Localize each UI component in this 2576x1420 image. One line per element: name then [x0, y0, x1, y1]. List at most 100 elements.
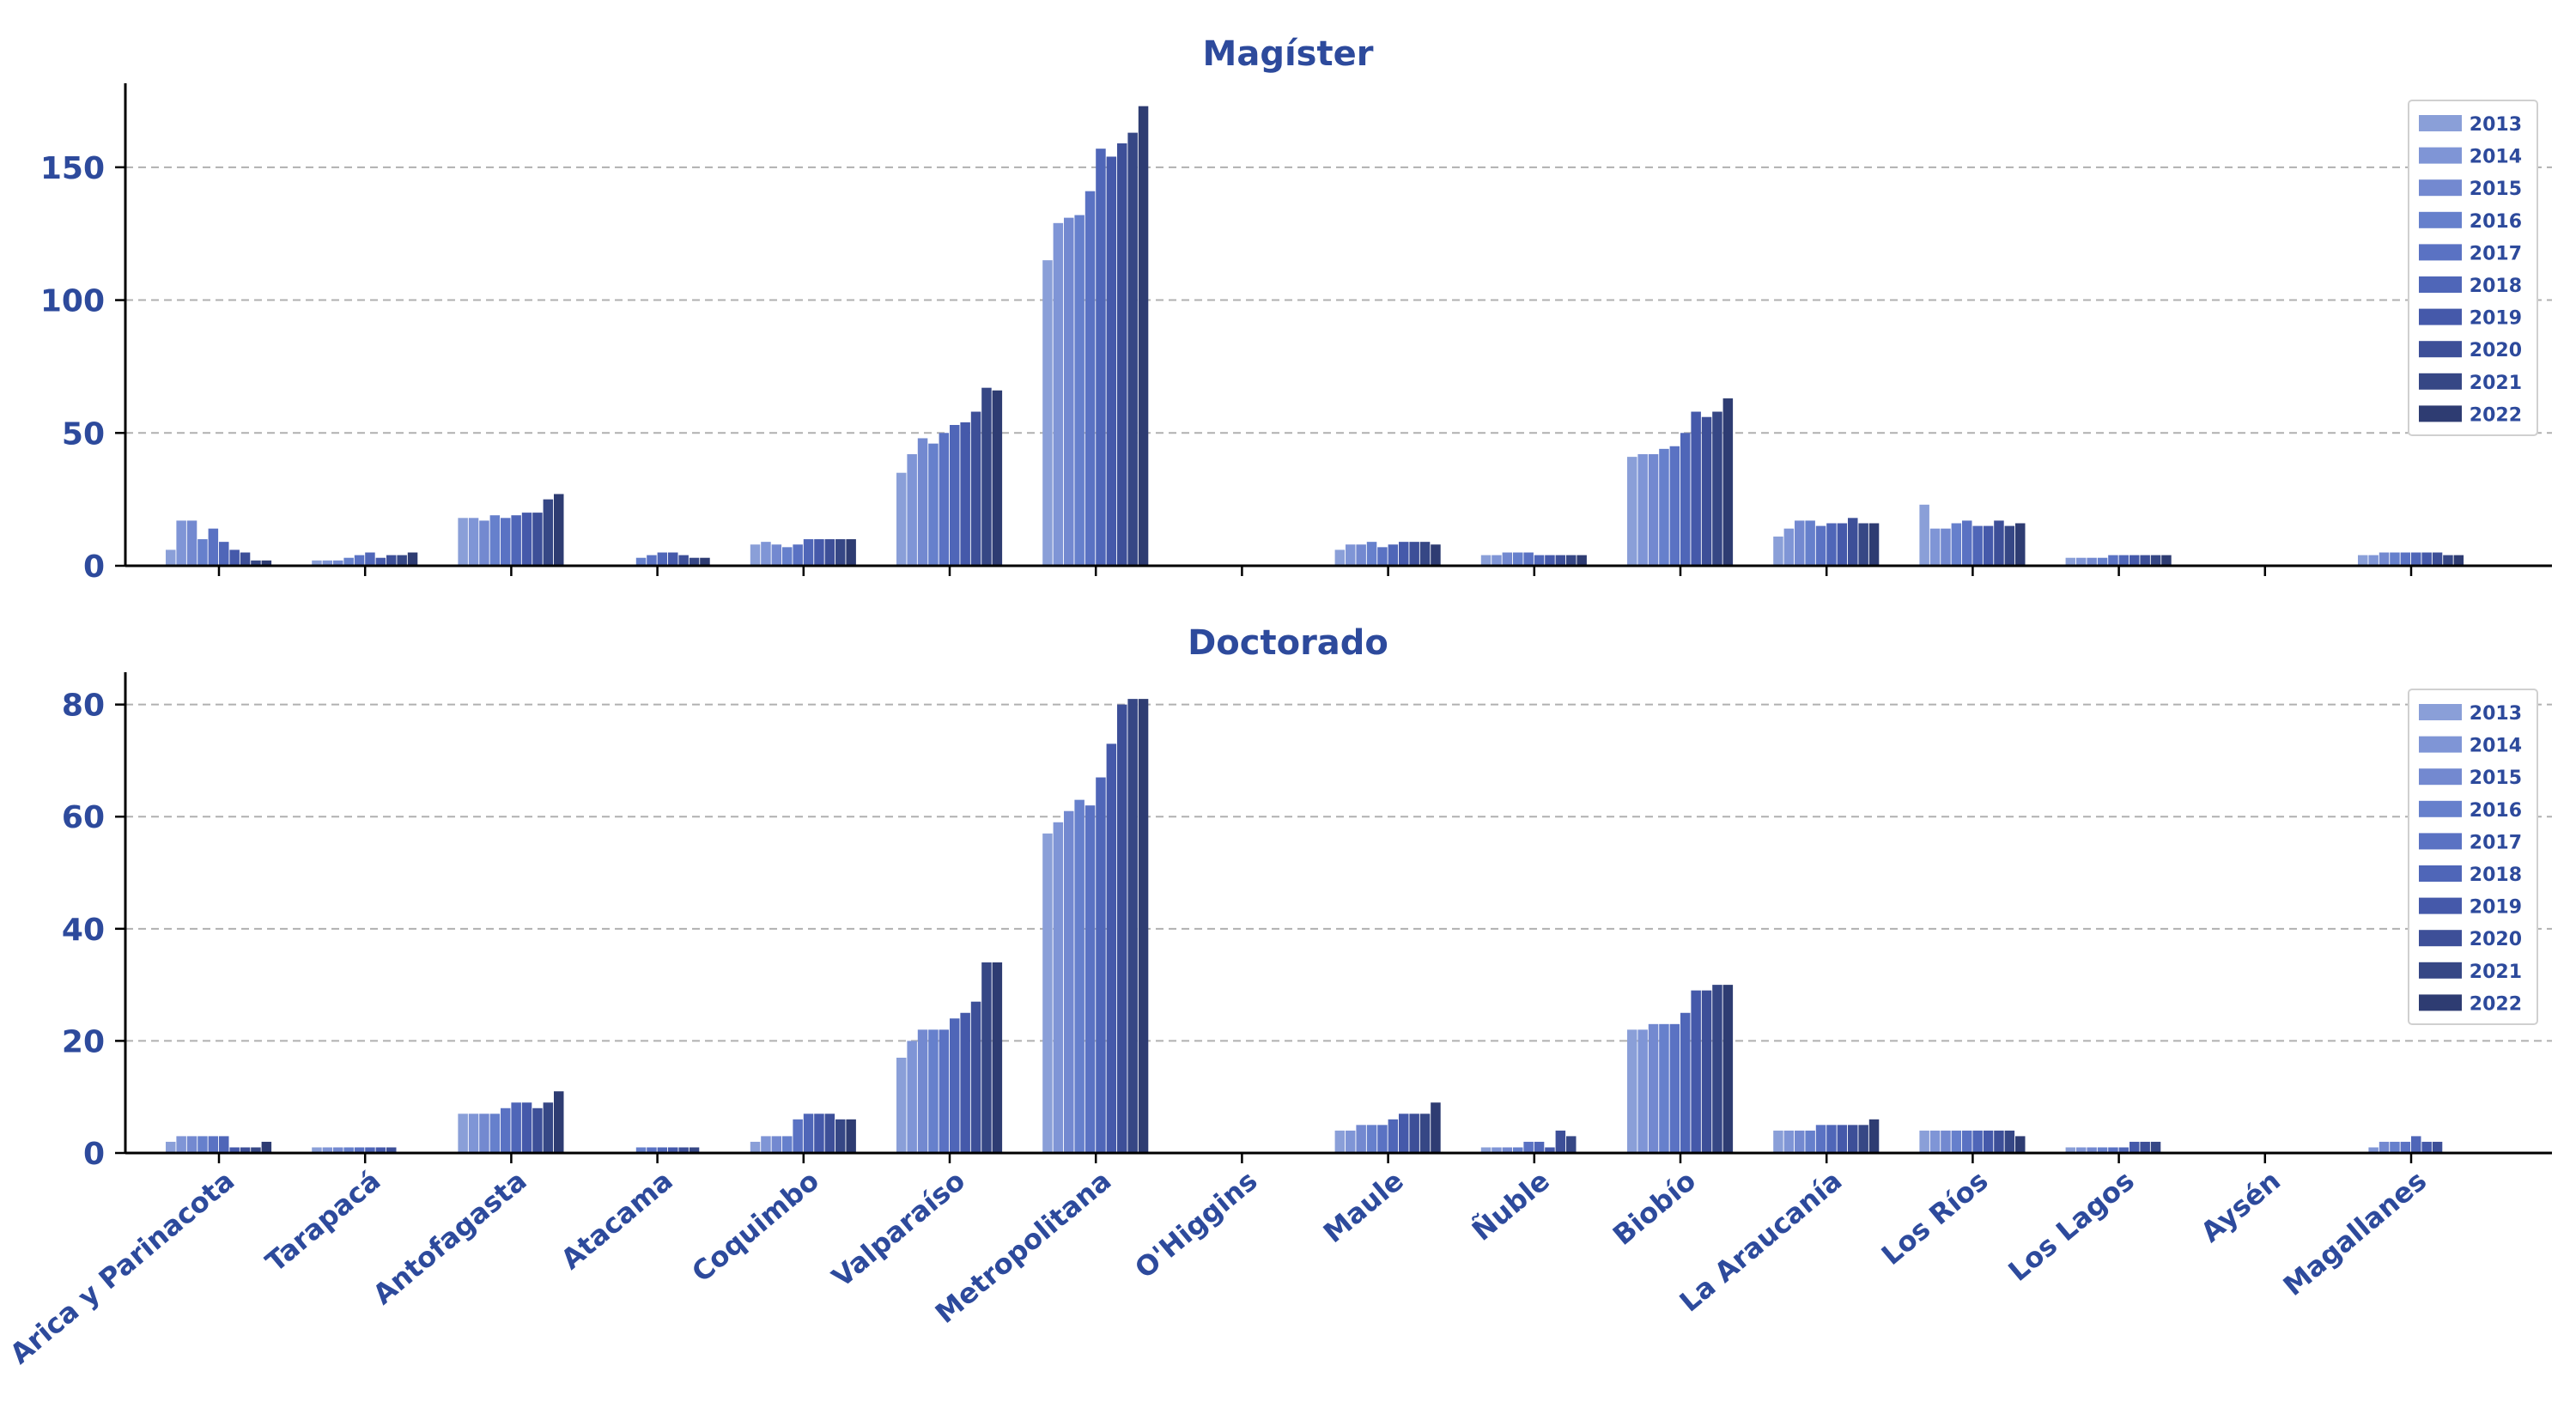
bar-2018-13	[1972, 1130, 1983, 1153]
chart-title-1: Magíster	[1203, 34, 1374, 74]
bar-2021-3	[543, 1102, 554, 1153]
bar-2015-2	[333, 560, 343, 566]
bar-2020-5	[824, 1114, 835, 1153]
legend-label-2020: 2020	[2470, 340, 2522, 361]
legend-label-2021: 2021	[2470, 962, 2522, 983]
bar-2015-1	[186, 520, 197, 566]
legend-label-2013: 2013	[2470, 114, 2522, 136]
x-tick-label: Magallanes	[2277, 1164, 2433, 1302]
bar-2022-1	[261, 1141, 272, 1153]
bar-2019-11	[1691, 990, 1701, 1153]
bar-2014-5	[761, 542, 771, 566]
legend-label-2015: 2015	[2470, 768, 2522, 789]
bar-2020-1	[240, 1147, 251, 1153]
bar-2017-14	[2108, 1147, 2118, 1153]
bar-2014-6	[907, 1041, 917, 1153]
bar-2016-12	[1805, 520, 1815, 566]
bar-2014-11	[1637, 1029, 1648, 1153]
legend-label-2017: 2017	[2470, 832, 2522, 853]
bar-2019-7	[1106, 156, 1117, 566]
bar-2017-12	[1815, 525, 1826, 566]
y-tick-label: 0	[83, 549, 105, 585]
legend-swatch-2020	[2419, 341, 2462, 358]
bar-2018-2	[365, 552, 375, 566]
bar-2016-14	[2097, 1147, 2108, 1153]
bar-2015-10	[1502, 552, 1513, 566]
bar-2014-5	[761, 1136, 771, 1153]
bar-2020-6	[970, 411, 981, 566]
legend-swatch-2017	[2419, 833, 2462, 850]
bar-2022-5	[846, 539, 856, 566]
bar-2016-6	[928, 1029, 939, 1153]
bar-2013-10	[1480, 555, 1492, 566]
bar-2016-5	[782, 1136, 793, 1153]
bar-2015-13	[1941, 1130, 1951, 1153]
bar-2020-12	[1848, 1125, 1858, 1153]
bar-2019-5	[814, 1114, 824, 1153]
bar-2014-12	[1783, 1130, 1795, 1153]
bar-2017-10	[1523, 1141, 1534, 1153]
bar-2019-14	[2129, 1141, 2140, 1153]
bar-2019-13	[1983, 1130, 1994, 1153]
bar-2015-9	[1356, 544, 1366, 566]
bar-2016-14	[2097, 557, 2108, 566]
bar-2016-12	[1805, 1130, 1815, 1153]
bar-2021-16	[2443, 555, 2453, 566]
bar-2015-16	[2379, 1141, 2390, 1153]
bar-2018-2	[365, 1147, 375, 1153]
bar-2013-11	[1627, 457, 1637, 566]
x-tick-label: Valparaíso	[826, 1164, 972, 1294]
bar-2022-1	[261, 560, 272, 566]
bar-2014-7	[1053, 822, 1064, 1153]
bar-2021-9	[1419, 1114, 1431, 1153]
bar-2022-7	[1138, 699, 1149, 1153]
bar-2020-6	[970, 1001, 981, 1153]
x-tick-label: Ñuble	[1466, 1164, 1556, 1247]
bar-2016-9	[1366, 542, 1377, 566]
bar-2019-13	[1983, 525, 1994, 566]
bar-2017-2	[354, 555, 365, 566]
x-tick-label: Los Lagos	[2002, 1164, 2141, 1288]
legend-swatch-2021	[2419, 373, 2462, 390]
bar-2019-6	[960, 422, 970, 566]
bar-2015-3	[479, 1114, 489, 1153]
bar-2018-5	[803, 1114, 814, 1153]
legend-swatch-2013	[2419, 704, 2462, 720]
bar-2019-2	[375, 557, 386, 566]
bar-2018-1	[219, 542, 229, 566]
bar-2014-13	[1929, 528, 1941, 566]
bar-2019-10	[1545, 555, 1555, 566]
bar-2013-14	[2065, 1147, 2076, 1153]
bar-2021-7	[1127, 132, 1138, 566]
bar-2021-6	[981, 962, 992, 1153]
bar-2021-10	[1566, 555, 1577, 566]
x-tick-label: Arica y Parinacota	[3, 1164, 240, 1370]
bar-2020-4	[678, 1147, 689, 1153]
bar-2015-11	[1648, 454, 1659, 566]
bar-2021-5	[835, 539, 846, 566]
bar-2013-12	[1773, 536, 1783, 566]
bar-2021-14	[2150, 1141, 2161, 1153]
bar-2017-7	[1084, 191, 1096, 566]
x-tick-label: Aysén	[2195, 1164, 2287, 1249]
bar-2019-16	[2421, 1141, 2432, 1153]
bar-2019-14	[2129, 555, 2140, 566]
bar-2014-14	[2076, 1147, 2087, 1153]
legend-label-2022: 2022	[2470, 993, 2522, 1015]
bar-2022-11	[1722, 398, 1734, 566]
bar-2016-9	[1366, 1125, 1377, 1153]
bar-2019-4	[668, 552, 678, 566]
bar-2016-2	[343, 557, 354, 566]
legend-swatch-2017	[2419, 244, 2462, 261]
bar-2018-1	[219, 1136, 229, 1153]
legend-swatch-2015	[2419, 179, 2462, 197]
y-tick-label: 80	[62, 689, 105, 724]
bar-2020-13	[1994, 520, 2004, 566]
legend-swatch-2013	[2419, 115, 2462, 131]
legend-swatch-2022	[2419, 405, 2462, 422]
x-tick-label: Los Ríos	[1875, 1164, 1995, 1271]
bar-2016-10	[1513, 1147, 1523, 1153]
bar-2013-14	[2065, 557, 2076, 566]
bar-2017-2	[354, 1147, 365, 1153]
bar-2019-3	[521, 1102, 532, 1153]
